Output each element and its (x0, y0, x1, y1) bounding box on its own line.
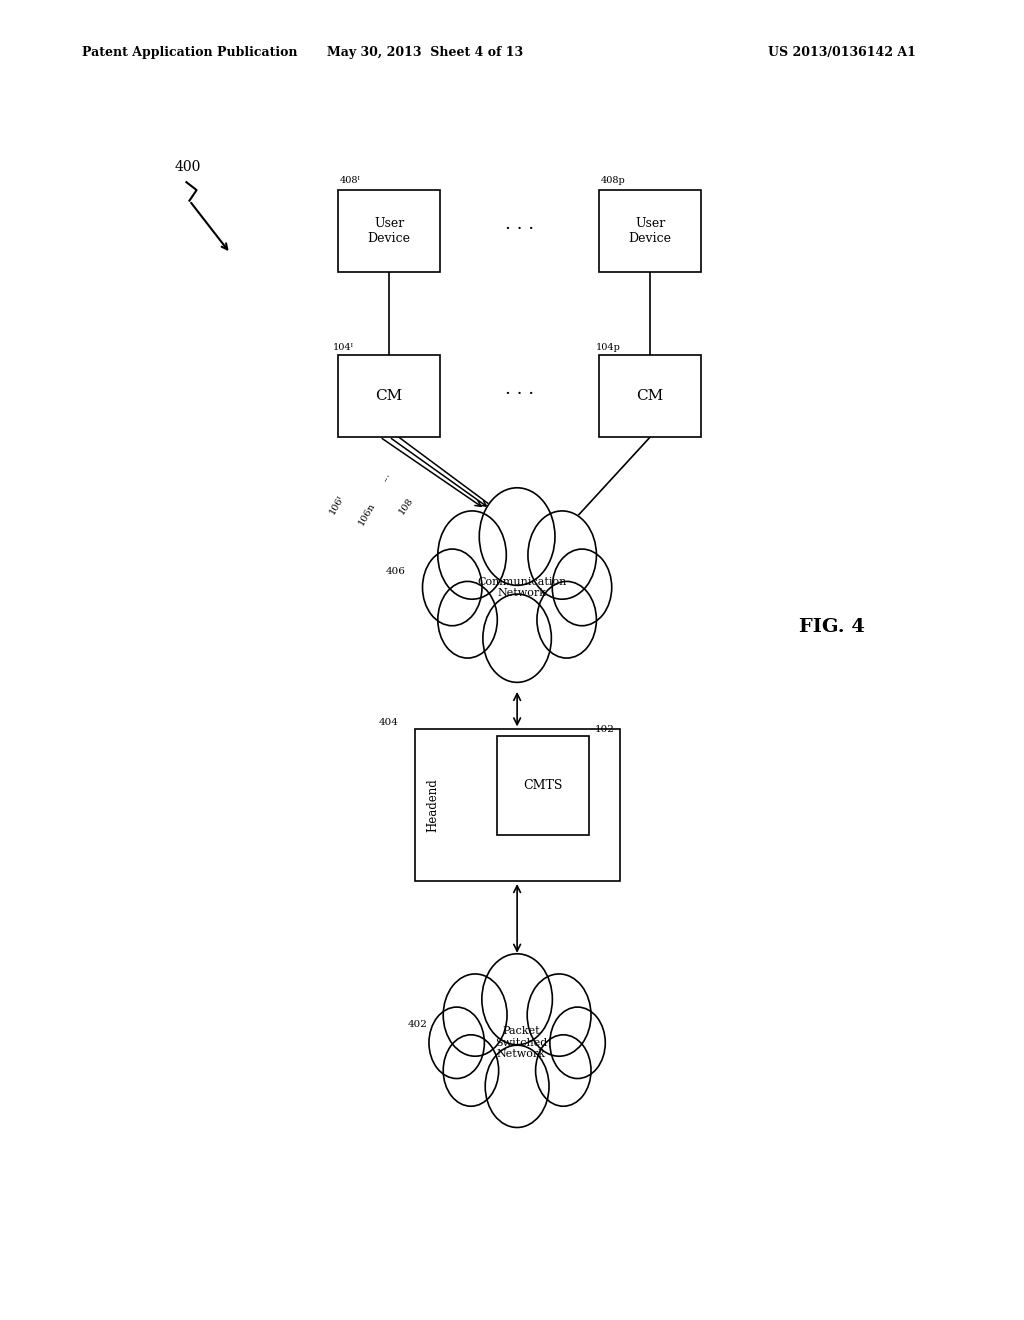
Text: 402: 402 (408, 1020, 427, 1030)
Text: CMTS: CMTS (523, 779, 562, 792)
Text: User
Device: User Device (368, 216, 411, 246)
Text: 408ᴵ: 408ᴵ (340, 176, 360, 185)
Circle shape (429, 1007, 484, 1078)
Circle shape (527, 974, 591, 1056)
Text: Packet
Switched
Network: Packet Switched Network (496, 1026, 548, 1060)
Bar (599, 190, 701, 272)
Ellipse shape (450, 527, 585, 648)
Text: User
Device: User Device (629, 216, 672, 246)
Text: 404: 404 (379, 718, 398, 727)
Text: US 2013/0136142 A1: US 2013/0136142 A1 (768, 46, 915, 59)
Text: Headend: Headend (427, 779, 439, 832)
Circle shape (423, 549, 482, 626)
Bar (338, 190, 440, 272)
Circle shape (438, 581, 498, 659)
Circle shape (443, 974, 507, 1056)
Bar (338, 355, 440, 437)
Text: CM: CM (376, 389, 402, 403)
Text: 406: 406 (386, 568, 406, 577)
Bar (599, 355, 701, 437)
Bar (415, 729, 620, 882)
Text: FIG. 4: FIG. 4 (799, 618, 864, 636)
Text: May 30, 2013  Sheet 4 of 13: May 30, 2013 Sheet 4 of 13 (327, 46, 523, 59)
Circle shape (550, 1007, 605, 1078)
Text: 408p: 408p (601, 176, 626, 185)
Circle shape (482, 954, 552, 1044)
Circle shape (552, 549, 611, 626)
Text: CM: CM (637, 389, 664, 403)
Text: . . .: . . . (505, 380, 535, 399)
Circle shape (479, 488, 555, 585)
Text: 108: 108 (397, 496, 416, 516)
Text: ...: ... (379, 470, 391, 483)
Circle shape (528, 511, 596, 599)
Circle shape (537, 581, 596, 659)
Ellipse shape (455, 991, 580, 1094)
Text: 104p: 104p (596, 343, 621, 352)
Text: 106ᴵ: 106ᴵ (328, 494, 346, 516)
Circle shape (483, 594, 551, 682)
Circle shape (536, 1035, 591, 1106)
Text: . . .: . . . (505, 215, 535, 234)
Text: 400: 400 (174, 160, 201, 174)
Bar (497, 735, 589, 834)
Circle shape (443, 1035, 499, 1106)
Text: Patent Application Publication: Patent Application Publication (82, 46, 297, 59)
Text: Communication
Network: Communication Network (477, 577, 566, 598)
Circle shape (438, 511, 506, 599)
Text: 102: 102 (595, 725, 614, 734)
Text: 106n: 106n (356, 500, 377, 527)
Circle shape (485, 1045, 549, 1127)
Text: 104ᴵ: 104ᴵ (333, 343, 354, 352)
